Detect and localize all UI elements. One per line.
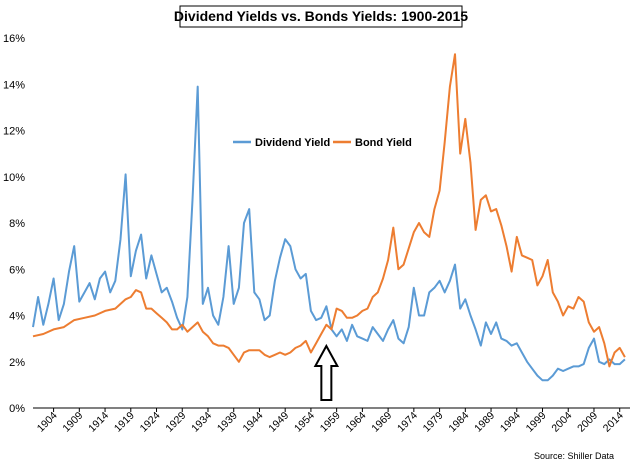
y-tick-label: 12% — [3, 126, 25, 138]
y-tick-label: 10% — [3, 172, 25, 184]
x-tick-label: 2014 — [601, 410, 626, 435]
x-tick-label: 1974 — [395, 410, 420, 435]
series-line-dividend-yield — [32, 85, 626, 382]
source-note: Source: Shiller Data — [534, 451, 614, 461]
x-tick-label: 1984 — [446, 410, 471, 435]
legend: Dividend Yield Bond Yield — [233, 137, 412, 149]
x-tick-label: 1914 — [86, 410, 111, 435]
x-tick-label: 2004 — [549, 410, 574, 435]
x-tick-label: 1924 — [138, 410, 163, 435]
x-tick-label: 1929 — [163, 410, 188, 435]
y-tick-label: 8% — [9, 218, 25, 230]
x-tick-label: 2009 — [575, 410, 600, 435]
series-layer — [32, 53, 626, 382]
x-tick-label: 1994 — [498, 410, 523, 435]
x-tick-label: 1934 — [189, 410, 214, 435]
y-axis-ticks: 0% 2% 4% 6% 8% 10% 12% 14% 16% — [3, 33, 25, 415]
x-tick-label: 1959 — [318, 410, 343, 435]
x-tick-label: 1969 — [369, 410, 394, 435]
chart-title: Dividend Yields vs. Bonds Yields: 1900-2… — [174, 8, 468, 24]
x-tick-label: 1944 — [241, 410, 266, 435]
y-tick-label: 4% — [9, 311, 25, 323]
x-tick-label: 1979 — [421, 410, 446, 435]
x-tick-label: 1989 — [472, 410, 497, 435]
y-tick-label: 14% — [3, 79, 25, 91]
x-tick-label: 1939 — [215, 410, 240, 435]
legend-label-dividend-yield: Dividend Yield — [255, 137, 330, 149]
up-arrow-icon — [313, 343, 340, 401]
legend-label-bond-yield: Bond Yield — [355, 137, 412, 149]
x-tick-label: 1919 — [112, 410, 137, 435]
chart-title-box — [179, 5, 463, 28]
y-tick-label: 16% — [3, 33, 25, 45]
x-tick-label: 1904 — [35, 410, 60, 435]
series-line-bond-yield — [32, 53, 626, 368]
x-tick-label: 1964 — [343, 410, 368, 435]
x-tick-label: 1949 — [266, 410, 291, 435]
x-tick-label: 1909 — [60, 410, 85, 435]
x-tick-label: 1999 — [524, 410, 549, 435]
y-tick-label: 6% — [9, 264, 25, 276]
y-tick-label: 0% — [9, 403, 25, 415]
y-tick-label: 2% — [9, 357, 25, 369]
x-axis-ticks: 1904 1909 1914 1919 1924 1929 1934 1939 1944 1949… — [35, 408, 626, 435]
x-tick-label: 1954 — [292, 410, 317, 435]
